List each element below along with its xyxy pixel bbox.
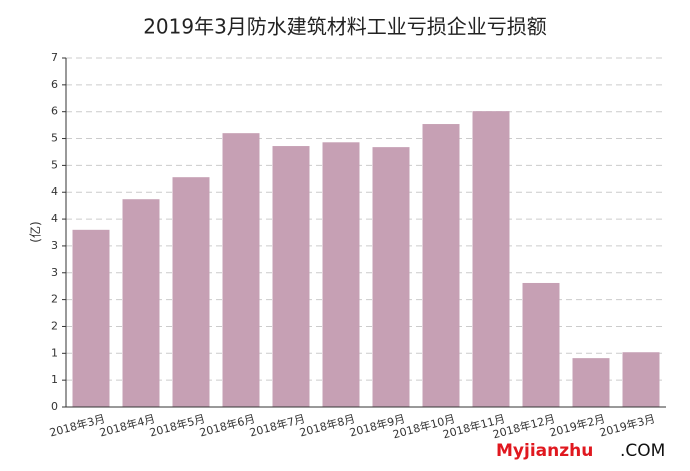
y-tick-label: 2 (51, 319, 58, 332)
bar (272, 146, 310, 407)
y-tick-label: 4 (51, 185, 58, 198)
y-tick-label: 6 (51, 78, 58, 91)
bar (522, 282, 560, 407)
bar (122, 199, 160, 407)
watermark-suffix: .COM (620, 441, 665, 461)
y-tick-label: 6 (51, 105, 58, 118)
bar (572, 358, 610, 407)
y-tick-label: 4 (51, 212, 58, 225)
x-tick-label: 2018年7月 (248, 411, 307, 439)
y-tick-label: 5 (51, 158, 58, 171)
chart-title: 2019年3月防水建筑材料工业亏损企业亏损额 (143, 15, 547, 39)
y-tick-label: 7 (51, 51, 58, 64)
x-tick-label: 2018年4月 (98, 411, 157, 439)
bar (422, 124, 460, 408)
bar (322, 142, 360, 407)
y-tick-label: 1 (51, 346, 58, 359)
x-tick-label: 2018年8月 (298, 411, 357, 439)
x-tick-label: 2018年6月 (198, 411, 257, 439)
x-tick-label: 2018年3月 (48, 411, 107, 439)
bar (372, 147, 410, 408)
bar (622, 352, 660, 407)
bar (72, 229, 110, 407)
x-tick-label: 2018年5月 (148, 411, 207, 439)
y-tick-label: 2 (51, 293, 58, 306)
y-tick-label: 3 (51, 239, 58, 252)
x-tick-label: 2019年2月 (548, 411, 607, 439)
y-tick-label: 0 (51, 400, 58, 413)
y-tick-label: 5 (51, 132, 58, 145)
bar (222, 133, 260, 407)
bar (172, 177, 210, 407)
y-tick-label: 3 (51, 266, 58, 279)
watermark: Myjianzhu (496, 441, 593, 461)
y-axis-label: (亿) (28, 221, 43, 242)
x-tick-label: 2019年3月 (598, 411, 657, 439)
y-tick-label: 1 (51, 373, 58, 386)
bar (472, 111, 510, 407)
